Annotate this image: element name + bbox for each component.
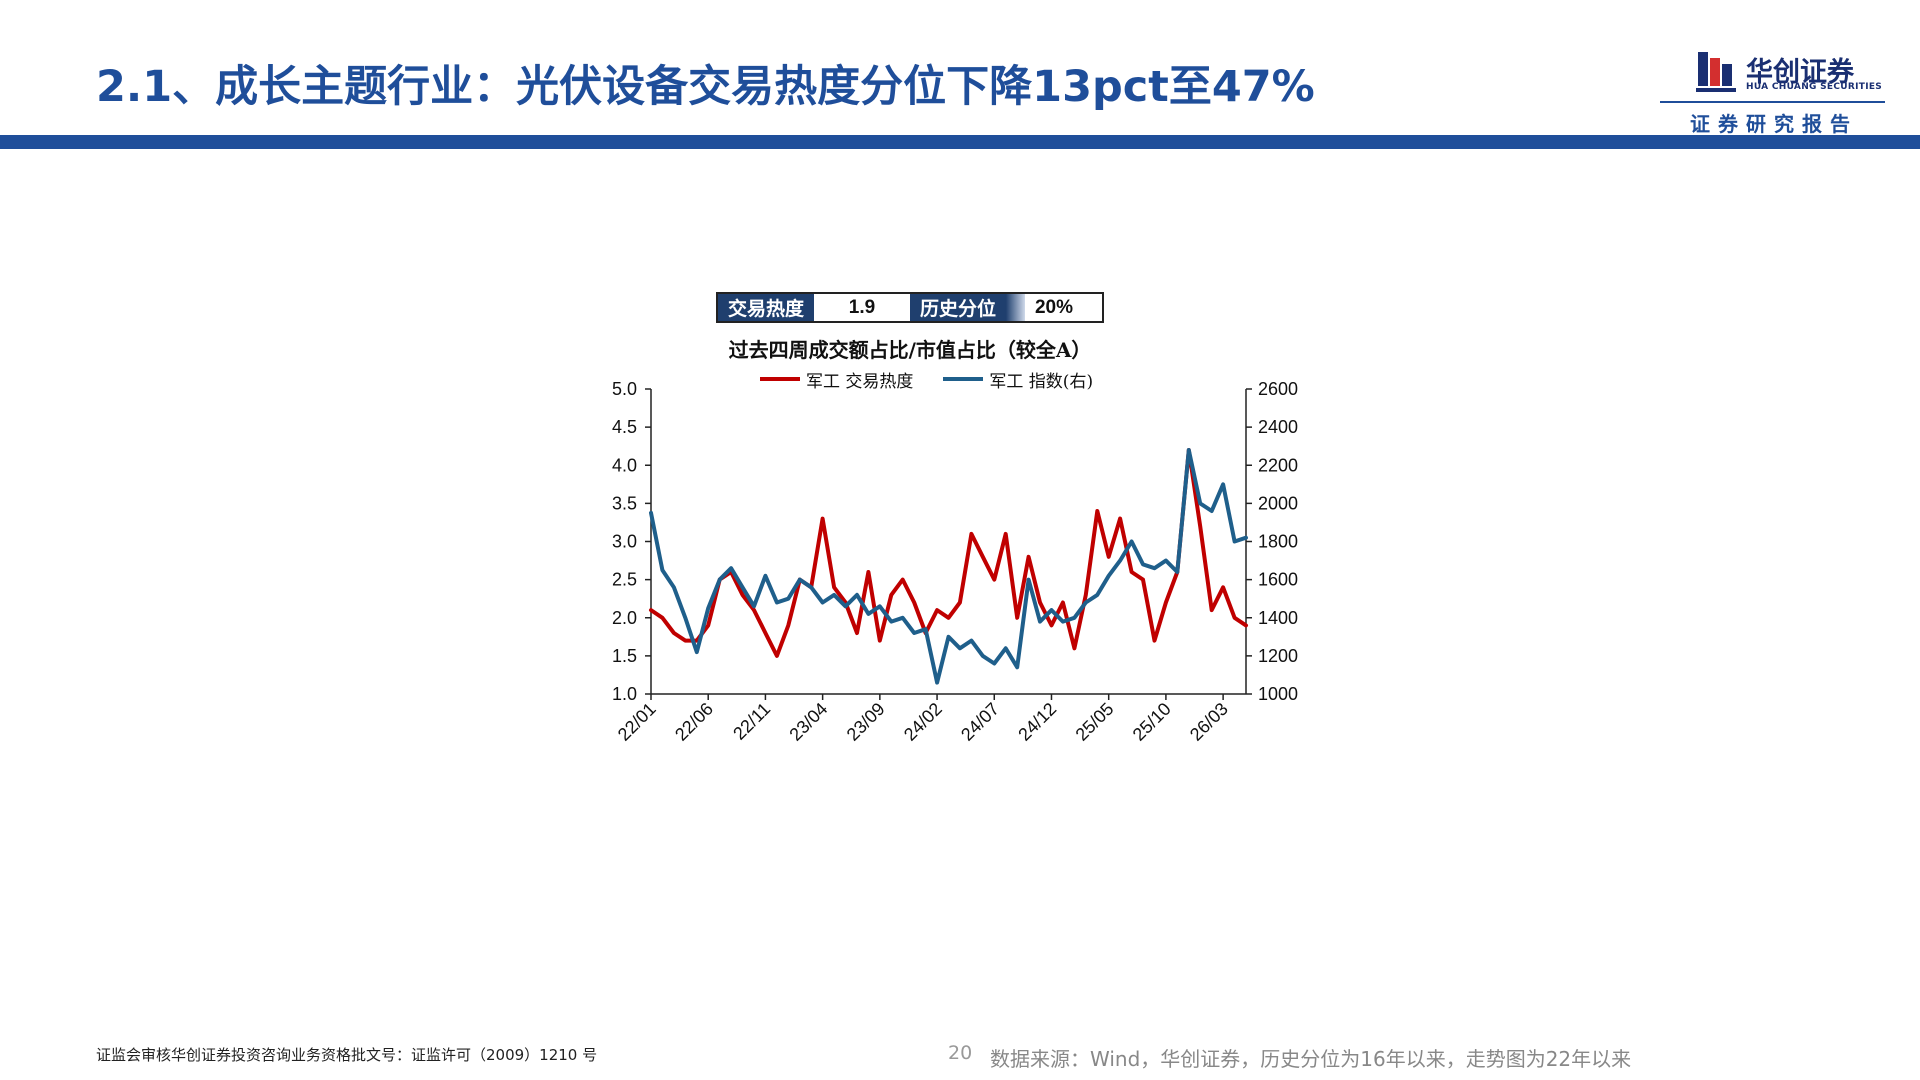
data-source: 数据来源：Wind，华创证券，历史分位为16年以来，走势图为22年以来: [990, 1047, 1632, 1071]
percentile-label: 历史分位: [910, 294, 1006, 321]
x-tick-label: 23/04: [785, 699, 831, 745]
x-tick-label: 22/06: [671, 699, 717, 745]
report-tag: 证券研究报告: [1690, 112, 1858, 136]
y-left-tick-label: 2.5: [612, 570, 637, 590]
percentile-bar: [1006, 294, 1026, 321]
chart-title: 过去四周成交额占比/市值占比（较全A）: [728, 338, 1092, 362]
x-tick-label: 22/01: [614, 699, 660, 745]
y-right-tick-label: 1200: [1258, 646, 1298, 666]
x-tick-label: 23/09: [843, 699, 889, 745]
page-number: 20: [948, 1042, 973, 1064]
legend-label-index: 军工 指数(右): [989, 371, 1094, 392]
y-right-tick-label: 1400: [1258, 608, 1298, 628]
page-title: 2.1、成长主题行业：光伏设备交易热度分位下降13pct至47%: [96, 62, 1315, 112]
x-tick-label: 25/10: [1129, 699, 1175, 745]
y-right-tick-label: 2000: [1258, 493, 1298, 513]
chart-legend: 军工 交易热度 军工 指数(右): [760, 368, 1094, 392]
x-tick-label: 25/05: [1072, 699, 1118, 745]
logo-mark-icon: [1696, 52, 1736, 92]
logo-divider: [1660, 101, 1885, 103]
y-left-tick-label: 4.0: [612, 455, 637, 475]
license-note: 证监会审核华创证券投资咨询业务资格批文号：证监许可（2009）1210 号: [96, 1046, 598, 1064]
y-right-tick-label: 1800: [1258, 532, 1298, 552]
heat-value: 1.9: [814, 294, 910, 321]
legend-label-heat: 军工 交易热度: [806, 371, 914, 392]
legend-item-index: 军工 指数(右): [943, 368, 1094, 392]
y-left-tick-label: 5.0: [612, 379, 637, 399]
logo-english-name: HUA CHUANG SECURITIES: [1746, 82, 1883, 92]
y-right-tick-label: 1000: [1258, 684, 1298, 704]
header-bar: [0, 135, 1920, 149]
series-line-0: [649, 448, 1248, 658]
legend-swatch-heat: [760, 377, 800, 381]
heat-label: 交易热度: [718, 294, 814, 321]
y-left-tick-label: 2.0: [612, 608, 637, 628]
y-right-tick-label: 2400: [1258, 417, 1298, 437]
y-left-tick-label: 4.5: [612, 417, 637, 437]
y-left-tick-label: 3.0: [612, 532, 637, 552]
logo-chinese-name: 华创证券: [1746, 57, 1854, 88]
y-right-tick-label: 2200: [1258, 455, 1298, 475]
y-left-tick-label: 1.5: [612, 646, 637, 666]
y-right-tick-label: 2600: [1258, 379, 1298, 399]
y-right-tick-label: 1600: [1258, 570, 1298, 590]
legend-swatch-index: [943, 377, 984, 381]
percentile-value-cell: 20%: [1006, 294, 1102, 321]
stats-box: 交易热度 1.9 历史分位 20%: [716, 292, 1104, 323]
x-tick-label: 24/12: [1014, 699, 1060, 745]
x-tick-label: 26/03: [1186, 699, 1232, 745]
x-tick-label: 24/07: [957, 699, 1003, 745]
x-tick-label: 22/11: [729, 699, 774, 744]
y-left-tick-label: 1.0: [612, 684, 637, 704]
percentile-value: 20%: [1034, 296, 1074, 318]
y-left-tick-label: 3.5: [612, 493, 637, 513]
series-line-1: [649, 448, 1248, 685]
company-logo: 华创证券 HUA CHUANG SECURITIES: [1692, 48, 1882, 96]
legend-item-heat: 军工 交易热度: [760, 368, 914, 392]
x-tick-label: 24/02: [900, 699, 946, 745]
